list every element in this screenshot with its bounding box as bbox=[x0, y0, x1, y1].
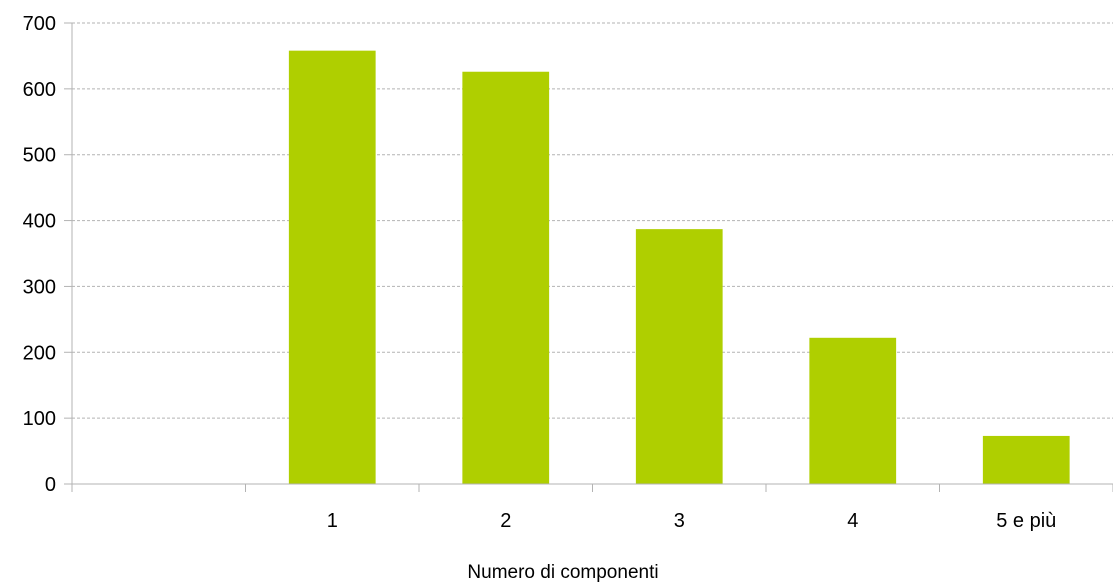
bars bbox=[288, 50, 1070, 484]
axes bbox=[64, 22, 1113, 492]
y-tick-label: 400 bbox=[23, 211, 56, 233]
bar-3 bbox=[635, 229, 723, 484]
x-axis-title: Numero di componenti bbox=[467, 562, 658, 583]
y-tick-label: 100 bbox=[23, 408, 56, 430]
bar-5-e-più bbox=[982, 435, 1070, 484]
y-tick-label: 700 bbox=[23, 13, 56, 35]
y-tick-label: 300 bbox=[23, 276, 56, 298]
x-tick-label: 3 bbox=[674, 510, 685, 532]
bar-1 bbox=[288, 50, 376, 484]
x-tick-label: 1 bbox=[327, 510, 338, 532]
bar-4 bbox=[809, 337, 897, 484]
y-tick-label: 500 bbox=[23, 145, 56, 167]
y-tick-label: 600 bbox=[23, 79, 56, 101]
x-tick-label: 5 e più bbox=[996, 510, 1056, 532]
bar-2 bbox=[462, 71, 550, 484]
y-tick-label: 0 bbox=[45, 474, 56, 496]
x-tick-label: 2 bbox=[500, 510, 511, 532]
grid-lines bbox=[72, 22, 1113, 419]
x-tick-labels: 1 2 3 4 5 e più bbox=[327, 510, 1057, 532]
y-tick-labels: 0 100 200 300 400 500 600 700 bbox=[23, 13, 56, 496]
y-tick-label: 200 bbox=[23, 342, 56, 364]
x-tick-label: 4 bbox=[847, 510, 858, 532]
